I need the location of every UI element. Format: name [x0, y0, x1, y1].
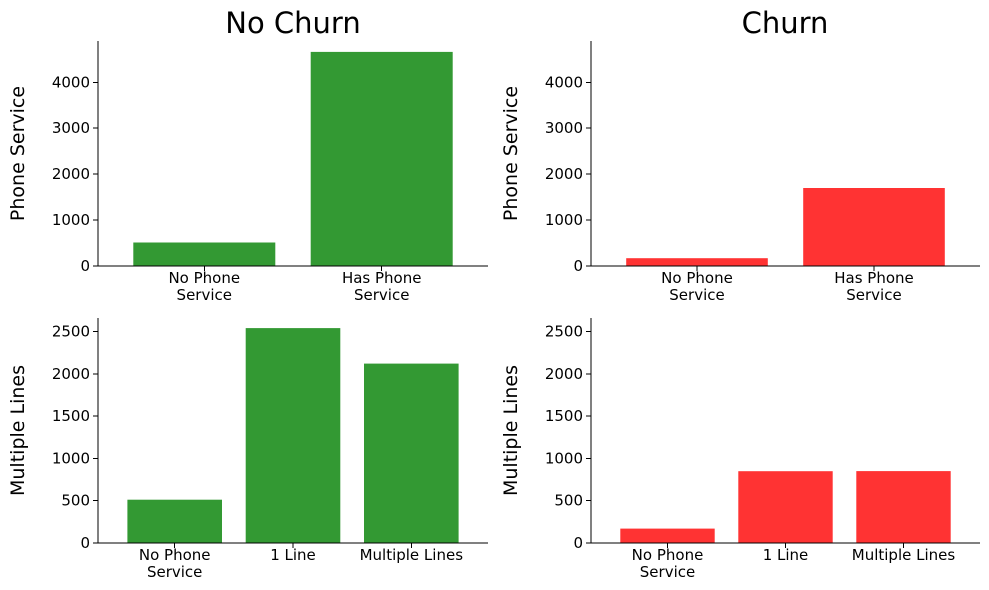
x-tick-label: Service [846, 286, 901, 304]
x-tick-label: Service [669, 286, 724, 304]
y-tick-label: 500 [554, 492, 583, 510]
column-title-no-churn: No Churn [225, 6, 360, 40]
bar-no-phone-service [127, 499, 222, 543]
x-tick-label: No Phone [139, 546, 211, 564]
y-tick-label: 0 [80, 257, 90, 275]
x-tick-label: Service [177, 286, 232, 304]
bar-no-phone-service [133, 242, 276, 266]
x-tick-label: Multiple Lines [360, 546, 464, 564]
y-tick-label: 2000 [52, 165, 90, 183]
y-tick-label: 1000 [52, 211, 90, 229]
y-axis-label: Phone Service [7, 86, 29, 221]
bar-multiple-lines [856, 471, 951, 543]
x-tick-label: Service [354, 286, 409, 304]
y-tick-label: 2000 [545, 365, 583, 383]
bar-1-line [245, 328, 341, 543]
y-tick-label: 0 [573, 257, 583, 275]
bar-has-phone-service [803, 188, 945, 266]
y-axis-label: Phone Service [500, 86, 522, 221]
y-tick-label: 1500 [52, 407, 90, 425]
y-tick-label: 2500 [52, 323, 90, 341]
x-tick-label: Service [147, 563, 202, 581]
y-tick-label: 2000 [545, 165, 583, 183]
y-tick-label: 2500 [545, 323, 583, 341]
bar-multiple-lines [364, 363, 459, 543]
y-tick-label: 4000 [545, 73, 583, 91]
y-tick-label: 1500 [545, 407, 583, 425]
y-tick-label: 500 [61, 492, 90, 510]
x-tick-label: 1 Line [763, 546, 809, 564]
bar-has-phone-service [310, 51, 453, 267]
y-tick-label: 1000 [52, 449, 90, 467]
y-axis-label: Multiple Lines [7, 365, 29, 496]
x-tick-label: Has Phone [834, 269, 914, 287]
x-tick-label: Multiple Lines [852, 546, 956, 564]
x-tick-label: No Phone [168, 269, 240, 287]
y-tick-label: 0 [573, 534, 583, 552]
y-tick-label: 2000 [52, 365, 90, 383]
x-tick-label: Has Phone [342, 269, 422, 287]
y-tick-label: 3000 [545, 119, 583, 137]
x-tick-label: 1 Line [270, 546, 316, 564]
y-tick-label: 3000 [52, 119, 90, 137]
y-tick-label: 1000 [545, 211, 583, 229]
column-title-churn: Churn [742, 6, 829, 40]
x-tick-label: No Phone [661, 269, 733, 287]
y-axis-label: Multiple Lines [500, 365, 522, 496]
x-tick-label: Service [640, 563, 695, 581]
y-tick-label: 4000 [52, 73, 90, 91]
y-tick-label: 1000 [545, 449, 583, 467]
y-tick-label: 0 [80, 534, 90, 552]
bar-1-line [738, 471, 833, 543]
x-tick-label: No Phone [632, 546, 704, 564]
bar-no-phone-service [620, 528, 715, 543]
bar-no-phone-service [626, 258, 768, 266]
